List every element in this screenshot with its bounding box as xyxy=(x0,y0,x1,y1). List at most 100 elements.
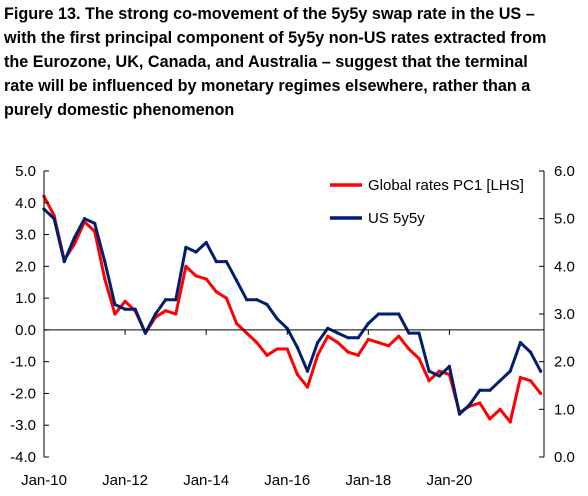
data-point xyxy=(174,298,178,302)
data-point xyxy=(498,379,502,383)
data-point xyxy=(204,277,208,281)
data-point xyxy=(245,298,249,302)
data-point xyxy=(295,345,299,349)
data-point xyxy=(397,334,401,338)
data-point xyxy=(113,312,117,316)
data-point xyxy=(366,321,370,326)
data-point xyxy=(214,260,218,264)
data-point xyxy=(518,376,523,380)
legend: Global rates PC1 [LHS] US 5y5y xyxy=(330,177,524,227)
data-point xyxy=(245,331,249,335)
data-point xyxy=(488,417,492,421)
data-point xyxy=(305,385,310,389)
data-point xyxy=(336,331,340,335)
x-tick-label: Jan-16 xyxy=(264,472,310,489)
right-tick-label: 1.0 xyxy=(554,401,575,418)
series-line-global-rates-pc1 xyxy=(42,194,543,424)
data-point xyxy=(356,336,360,340)
data-point xyxy=(356,353,360,357)
data-point xyxy=(174,312,178,316)
data-point xyxy=(164,298,168,302)
data-point xyxy=(103,277,107,281)
right-tick-label: 0.0 xyxy=(554,449,575,466)
data-point xyxy=(72,236,76,240)
data-point xyxy=(265,302,269,307)
data-point xyxy=(488,388,492,392)
plot-area xyxy=(42,194,543,424)
data-point xyxy=(224,296,228,300)
data-point xyxy=(285,347,289,351)
data-point xyxy=(528,379,533,383)
data-point xyxy=(235,279,239,283)
x-tick-label: Jan-10 xyxy=(21,472,67,489)
data-point xyxy=(518,341,523,345)
data-point xyxy=(346,350,350,354)
title-line-3: the Eurozone, UK, Canada, and Australia … xyxy=(4,53,528,71)
data-point xyxy=(539,369,543,373)
data-point xyxy=(376,312,381,316)
data-point xyxy=(113,302,117,307)
data-point xyxy=(478,388,482,392)
left-tick-label: 0.0 xyxy=(15,322,36,339)
left-tick-label: 2.0 xyxy=(15,258,36,275)
data-point xyxy=(204,240,208,245)
data-point xyxy=(346,336,350,340)
data-point xyxy=(255,341,259,345)
data-point xyxy=(326,326,330,330)
data-point xyxy=(447,364,451,368)
data-point xyxy=(82,217,87,221)
data-point xyxy=(265,353,269,357)
left-tick-label: -3.0 xyxy=(10,417,36,434)
title-line-2: with the first principal component of 5y… xyxy=(4,29,547,47)
x-tick-label: Jan-18 xyxy=(345,472,391,489)
data-point xyxy=(427,369,431,373)
data-point xyxy=(62,260,66,264)
legend-label: Global rates PC1 [LHS] xyxy=(368,177,524,194)
data-point xyxy=(93,221,97,225)
data-point xyxy=(478,401,482,405)
title-line-1: Figure 13. The strong co-movement of the… xyxy=(4,5,535,23)
data-point xyxy=(397,312,401,316)
data-point xyxy=(508,369,512,373)
data-point xyxy=(275,317,279,321)
right-tick-label: 5.0 xyxy=(554,211,575,228)
series-points-us-5y5y xyxy=(42,207,543,416)
data-point xyxy=(194,250,198,254)
data-point xyxy=(143,331,147,335)
left-tick-label: -1.0 xyxy=(10,354,36,371)
data-point xyxy=(184,245,188,249)
data-point xyxy=(133,307,137,311)
left-tick-label: 1.0 xyxy=(15,290,36,307)
right-tick-label: 2.0 xyxy=(554,354,575,371)
left-tick-label: -4.0 xyxy=(10,449,36,466)
data-point xyxy=(235,321,239,326)
data-point xyxy=(468,403,472,407)
data-point xyxy=(407,331,411,335)
right-tick-label: 3.0 xyxy=(554,306,575,323)
left-tick-label: 5.0 xyxy=(15,163,36,180)
data-point xyxy=(376,341,381,345)
data-point xyxy=(387,344,391,348)
data-point xyxy=(457,412,462,416)
x-tick-label: Jan-12 xyxy=(102,472,148,489)
data-point xyxy=(103,260,107,264)
data-point xyxy=(528,350,533,354)
data-point xyxy=(164,309,168,313)
data-point xyxy=(316,353,320,357)
data-point xyxy=(326,334,330,338)
data-point xyxy=(539,391,543,395)
x-tick-label: Jan-14 xyxy=(183,472,229,489)
data-point xyxy=(387,312,391,316)
data-point xyxy=(417,356,421,361)
data-point xyxy=(275,347,279,351)
data-point xyxy=(407,347,411,351)
legend-label: US 5y5y xyxy=(368,210,425,227)
data-point xyxy=(194,274,198,278)
data-point xyxy=(123,299,127,303)
left-tick-label: -2.0 xyxy=(10,385,36,402)
data-point xyxy=(498,407,502,411)
data-point xyxy=(295,372,299,376)
x-tick-label: Jan-20 xyxy=(426,472,472,489)
data-point xyxy=(417,331,421,335)
